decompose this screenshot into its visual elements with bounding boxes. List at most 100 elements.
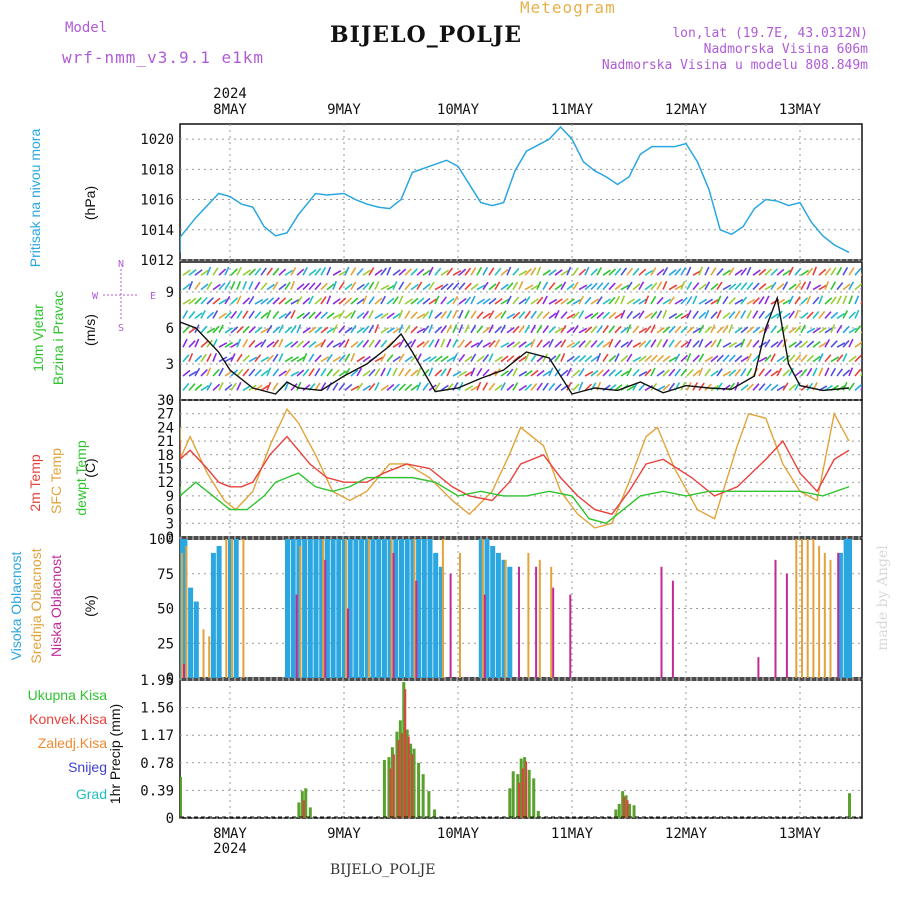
- wind-barb: [800, 368, 808, 377]
- wind-barb: [248, 368, 256, 377]
- wind-barb: [362, 295, 368, 305]
- wind-barb: [476, 284, 486, 291]
- wind-barb: [236, 381, 242, 391]
- wind-barb: [380, 295, 387, 305]
- wind-barb: [728, 369, 737, 377]
- precip-total-bar: [405, 729, 409, 818]
- cloud-high-bar: [228, 539, 233, 678]
- wind-barb: [188, 340, 196, 348]
- compass-north-icon: N: [118, 259, 124, 270]
- wind-barb: [524, 284, 534, 291]
- wind-barb: [650, 311, 658, 319]
- wind-barb: [854, 295, 860, 305]
- wind-barb: [344, 311, 353, 320]
- wind-barb: [440, 269, 449, 276]
- wind-barb: [266, 341, 275, 348]
- wind-barb: [350, 310, 357, 319]
- cloud-low-bar: [535, 566, 538, 678]
- wind-barb: [416, 281, 423, 291]
- wind-barb: [308, 269, 317, 276]
- wind-barb: [410, 283, 419, 291]
- precip-total-bar: [398, 720, 402, 818]
- wind-barb: [728, 283, 737, 291]
- cloud-high-bar: [336, 539, 342, 678]
- wind-barb: [182, 338, 188, 348]
- wind-barb: [410, 339, 417, 348]
- wind-barb: [716, 268, 724, 276]
- cloud-high-bar: [478, 539, 484, 678]
- wind-barb: [326, 340, 334, 348]
- wind-barb: [656, 385, 666, 392]
- wind-barb: [578, 327, 588, 334]
- wind-barb: [218, 342, 228, 348]
- wind-barb: [296, 268, 305, 276]
- cloud-mid-bar: [345, 539, 347, 678]
- wind-barb: [440, 384, 449, 392]
- wind-barb: [266, 367, 272, 377]
- wind-barb: [794, 282, 802, 291]
- wind-barb: [788, 354, 796, 363]
- wind-barb: [794, 340, 803, 348]
- wind-barb: [788, 283, 797, 291]
- wind-barb: [542, 353, 549, 362]
- wind-barb: [830, 311, 839, 319]
- wind-barb: [464, 267, 472, 276]
- cloud-high-bar: [353, 539, 359, 678]
- wind-barb: [278, 283, 287, 291]
- wind-barb: [590, 282, 598, 291]
- wind-barb: [614, 283, 623, 291]
- wind-barb: [650, 324, 656, 334]
- cloud-high-bar: [330, 539, 336, 678]
- wind-barb: [254, 354, 262, 363]
- wind-barb: [320, 356, 330, 363]
- wind-barb: [638, 281, 645, 291]
- cloud-high-bar: [433, 552, 439, 678]
- wind-barb: [224, 341, 234, 348]
- wind-barb: [590, 382, 597, 391]
- wind-barb: [380, 267, 387, 276]
- wind-barb: [242, 310, 249, 319]
- wind-barb: [848, 382, 855, 391]
- wind-barb: [224, 295, 231, 305]
- wind-barb: [644, 339, 652, 348]
- wind-barb: [590, 298, 599, 305]
- wind-barb: [734, 269, 743, 276]
- tick-label-wind: 0: [166, 393, 174, 409]
- wind-barb: [764, 284, 774, 291]
- wind-barb: [806, 340, 815, 348]
- wind-barb: [212, 310, 219, 319]
- wind-barb: [398, 268, 407, 276]
- cloud-high-bar: [404, 539, 410, 678]
- precip-total-bar: [519, 758, 523, 818]
- wind-barb: [536, 382, 543, 391]
- cloud-mid-bar: [225, 539, 228, 678]
- wind-barb: [476, 367, 483, 377]
- wind-barb: [242, 280, 248, 290]
- wind-barb: [470, 267, 477, 276]
- cloud-low-bar: [483, 594, 486, 678]
- wind-barb: [308, 295, 314, 305]
- wind-barb: [278, 353, 284, 362]
- wind-barb: [656, 296, 664, 305]
- wind-barb: [422, 356, 432, 363]
- wind-barb: [422, 297, 431, 305]
- wind-barb: [536, 266, 542, 276]
- wind-barb: [860, 300, 862, 305]
- wind-barb: [476, 381, 482, 391]
- wind-barb: [422, 283, 431, 291]
- wind-barb: [860, 331, 862, 334]
- wind-barb: [746, 282, 754, 291]
- tick-label-temp: 21: [157, 434, 174, 450]
- wind-barb: [182, 325, 190, 334]
- wind-barb: [656, 281, 663, 291]
- cloud-high-bar: [490, 545, 496, 678]
- wind-barb: [782, 338, 788, 348]
- wind-barb: [206, 327, 216, 334]
- wind-barb: [464, 310, 470, 319]
- wind-barb: [770, 353, 776, 362]
- wind-barb: [260, 356, 270, 363]
- wind-barb: [380, 339, 388, 348]
- model-altitude-info: Nadmorska Visina u modelu 808.849m: [601, 58, 868, 73]
- wind-barb: [314, 354, 322, 363]
- wind-barb: [836, 385, 846, 392]
